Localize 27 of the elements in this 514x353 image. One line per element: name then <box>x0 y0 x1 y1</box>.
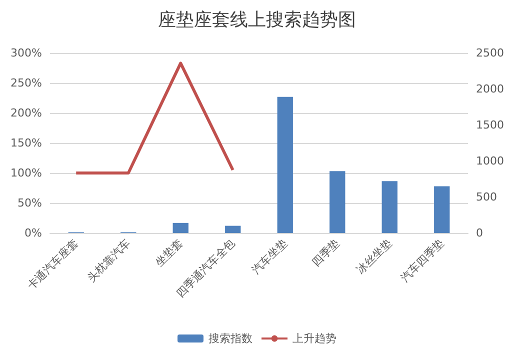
y2-tick-label: 1000 <box>476 154 504 168</box>
y2-tick-label: 1500 <box>476 118 504 132</box>
bar <box>434 186 450 233</box>
y-tick-label: 300% <box>10 46 42 60</box>
y2-tick-label: 500 <box>476 190 497 204</box>
x-tick-label: 四季垫 <box>309 236 342 269</box>
bar <box>172 222 188 233</box>
x-tick-label: 汽车四季垫 <box>398 236 446 284</box>
y-tick-label: 150% <box>10 136 42 150</box>
y2-tick-label: 0 <box>476 226 483 240</box>
x-tick-label: 坐垫套 <box>152 236 186 269</box>
y-tick-label: 250% <box>10 76 42 90</box>
chart-title: 座垫座套线上搜索趋势图 <box>158 10 356 30</box>
y2-tick-label: 2000 <box>476 82 504 96</box>
y2-tick-label: 2500 <box>476 46 504 60</box>
x-tick-label: 头枕靠汽车 <box>84 236 133 284</box>
x-tick-label: 冰丝坐垫 <box>354 236 394 277</box>
y-tick-label: 200% <box>10 106 42 120</box>
x-tick-label: 汽车坐垫 <box>249 236 290 277</box>
bar <box>277 96 293 233</box>
bar <box>225 226 241 233</box>
bar <box>330 171 346 233</box>
legend-label: 搜索指数 <box>208 332 252 345</box>
legend-label: 上升趋势 <box>292 332 336 345</box>
bar <box>382 181 398 233</box>
y-tick-label: 50% <box>18 196 42 210</box>
y-tick-label: 100% <box>10 166 42 180</box>
